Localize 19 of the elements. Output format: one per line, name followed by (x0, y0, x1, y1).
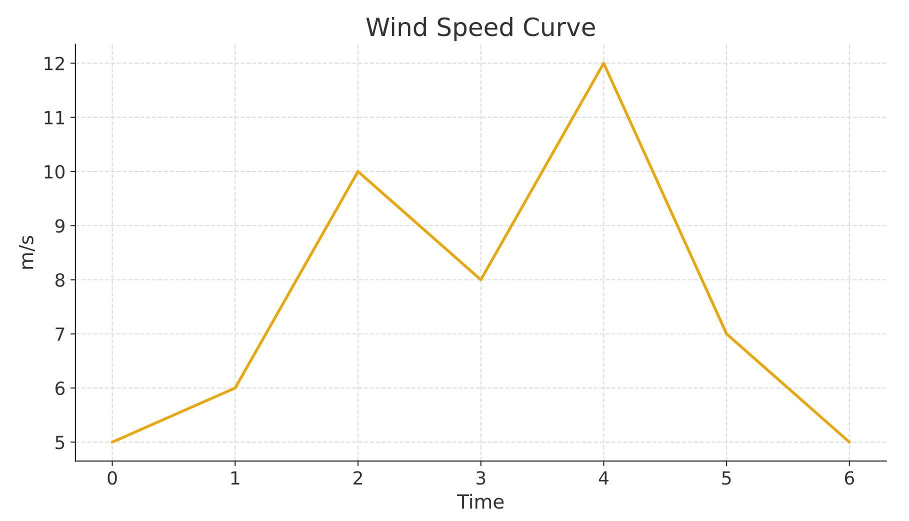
x-axis-title: Time (457, 494, 504, 509)
x-tick-label: 5 (722, 471, 731, 485)
y-tick-label: 10 (44, 164, 65, 179)
x-tick-label: 6 (844, 471, 854, 485)
x-tick-label: 3 (476, 471, 486, 485)
y-tick-label: 8 (55, 273, 64, 287)
y-tick-label: 12 (44, 56, 64, 70)
x-tick-label: 1 (231, 471, 240, 485)
line-series (110, 62, 851, 444)
chart-title: Wind Speed Curve (366, 16, 595, 42)
y-tick-label: 11 (44, 111, 64, 124)
y-axis-title: m/s (18, 236, 35, 269)
y-tick-label: 7 (56, 328, 64, 341)
x-tick-label: 4 (598, 471, 608, 485)
x-tick-label: 2 (354, 471, 362, 485)
y-tick-label: 5 (56, 436, 64, 450)
y-tick-label: 9 (55, 219, 64, 233)
x-tick-label: 0 (108, 471, 117, 485)
y-tick-label: 6 (56, 381, 65, 396)
